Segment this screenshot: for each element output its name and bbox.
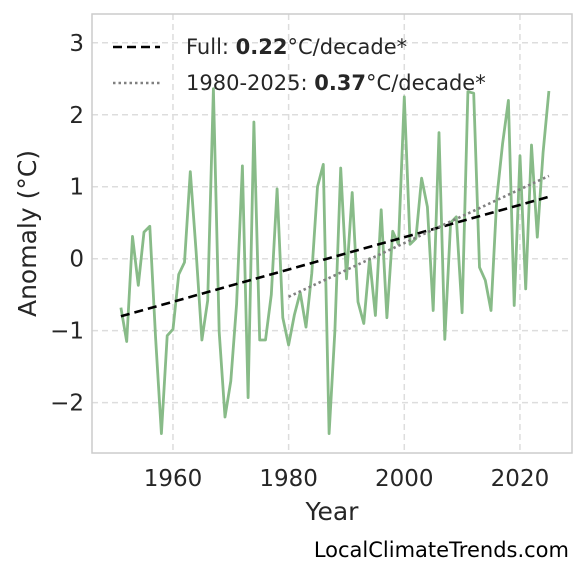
full-trend-line (120, 195, 550, 318)
legend-label: 1980-2025: 0.37°C/decade* (186, 71, 486, 95)
y-tick-label: −2 (50, 391, 84, 417)
y-axis-title: Anomaly (°C) (13, 150, 42, 317)
y-tick-label: 2 (69, 103, 84, 129)
x-axis-title: Year (305, 497, 360, 526)
legend: Full: 0.22°C/decade* 1980-2025: 0.37°C/de… (113, 35, 486, 95)
footer-watermark: LocalClimateTrends.com (313, 538, 569, 562)
legend-label: Full: 0.22°C/decade* (186, 35, 407, 59)
y-tick-label: 1 (69, 175, 84, 201)
plot-frame (91, 13, 573, 454)
recent-trend-line (288, 174, 550, 298)
x-tick-label: 2020 (491, 466, 550, 492)
x-tick-label: 1980 (259, 466, 318, 492)
series-layer (119, 87, 551, 436)
y-tick-labels: −2 −1 0 1 2 3 (50, 31, 84, 417)
anomaly-series-line (119, 87, 551, 436)
y-tick-label: 0 (69, 247, 84, 273)
x-tick-label: 1960 (144, 466, 203, 492)
x-tick-labels: 1960 1980 2000 2020 (144, 466, 550, 492)
x-tick-label: 2000 (375, 466, 434, 492)
y-tick-label: 3 (69, 31, 84, 57)
y-tick-label: −1 (50, 319, 84, 345)
